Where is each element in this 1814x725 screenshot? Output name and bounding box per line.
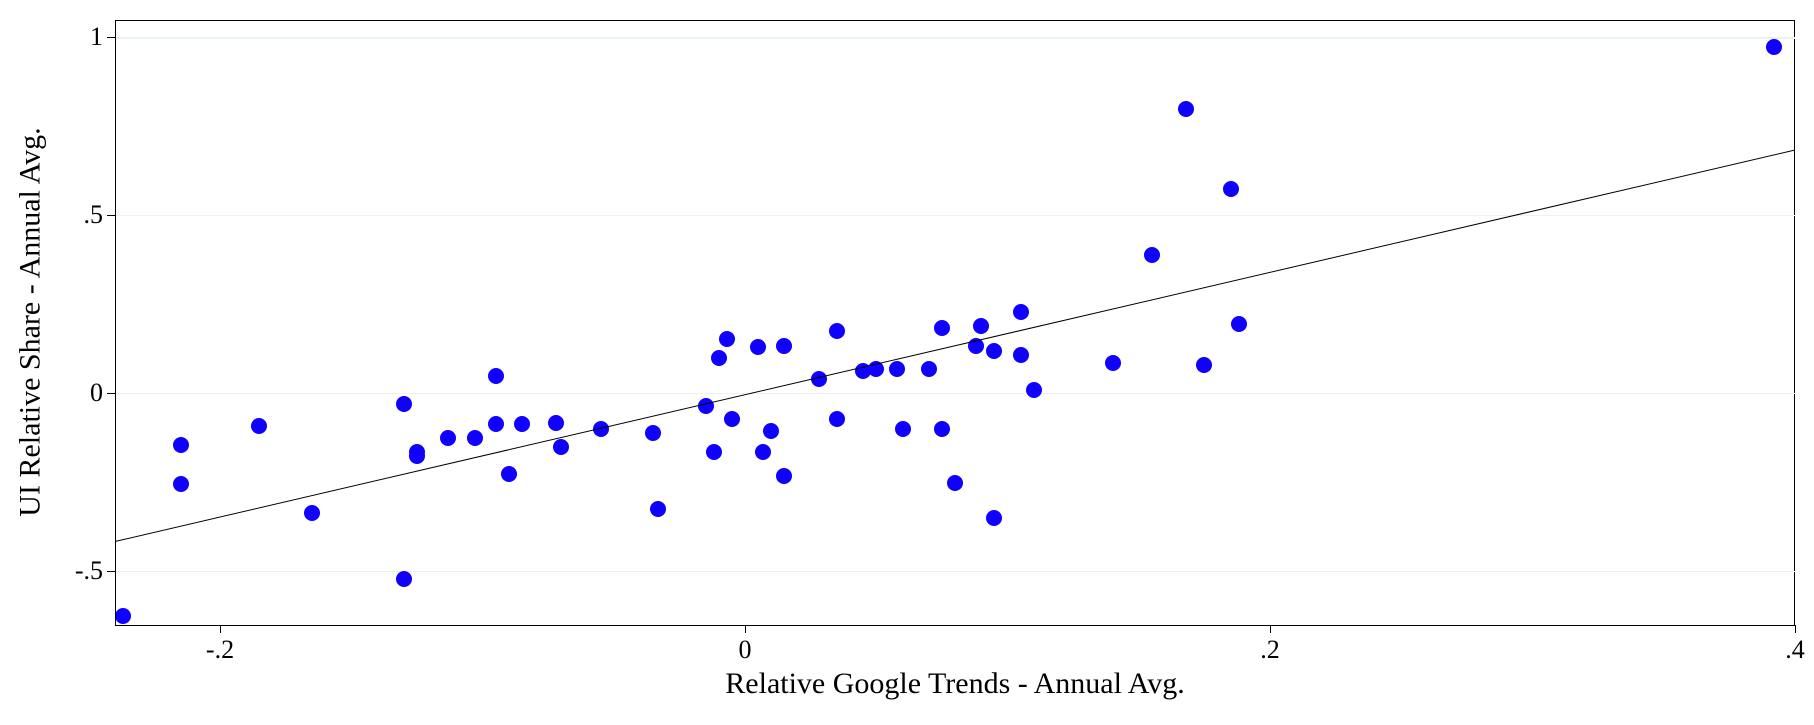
data-point: [986, 343, 1002, 359]
data-point: [514, 416, 530, 432]
y-tick: [107, 571, 115, 572]
plot-area: [115, 20, 1795, 625]
scatter-chart: -.2 0 .2 .4 -.5 0 .5 1 Relative Google Trends - …: [0, 0, 1814, 725]
y-tick-label: -.5: [75, 556, 103, 586]
data-point: [811, 371, 827, 387]
data-point: [763, 423, 779, 439]
data-point: [973, 318, 989, 334]
data-point: [986, 510, 1002, 526]
data-point: [1178, 101, 1194, 117]
data-point: [934, 421, 950, 437]
data-point: [548, 415, 564, 431]
data-point: [251, 418, 267, 434]
y-tick: [107, 393, 115, 394]
data-point: [895, 421, 911, 437]
y-axis-line: [115, 20, 116, 625]
x-tick: [745, 625, 746, 633]
data-point: [488, 416, 504, 432]
x-axis-line: [115, 625, 1795, 626]
data-point: [706, 444, 722, 460]
data-point: [115, 608, 131, 624]
data-point: [1223, 181, 1239, 197]
data-point: [1231, 316, 1247, 332]
data-point: [396, 571, 412, 587]
data-point: [501, 466, 517, 482]
data-point: [173, 476, 189, 492]
data-point: [724, 411, 740, 427]
data-point: [889, 361, 905, 377]
x-tick-label: .4: [1755, 635, 1814, 665]
y-tick: [107, 37, 115, 38]
y-tick-label: .5: [84, 200, 104, 230]
x-tick: [220, 625, 221, 633]
data-point: [304, 505, 320, 521]
x-tick-label: .2: [1230, 635, 1310, 665]
data-point: [921, 361, 937, 377]
data-point: [947, 475, 963, 491]
data-point: [829, 411, 845, 427]
data-point: [488, 368, 504, 384]
grid-line: [115, 393, 1795, 395]
data-point: [829, 323, 845, 339]
grid-line: [115, 215, 1795, 217]
data-point: [396, 396, 412, 412]
y-tick: [107, 215, 115, 216]
data-point: [776, 468, 792, 484]
x-axis-title: Relative Google Trends - Annual Avg.: [115, 667, 1795, 701]
data-point: [1013, 347, 1029, 363]
grid-line: [115, 37, 1795, 39]
data-point: [409, 448, 425, 464]
data-point: [1013, 304, 1029, 320]
data-point: [173, 437, 189, 453]
x-tick-label: 0: [705, 635, 785, 665]
y-tick-label: 0: [90, 378, 103, 408]
data-point: [755, 444, 771, 460]
data-point: [1144, 247, 1160, 263]
data-point: [719, 331, 735, 347]
data-point: [1026, 382, 1042, 398]
grid-line: [115, 571, 1795, 573]
data-point: [440, 430, 456, 446]
data-point: [1105, 355, 1121, 371]
data-point: [934, 320, 950, 336]
y-axis-title: UI Relative Share - Annual Avg.: [13, 19, 47, 624]
data-point: [1196, 357, 1212, 373]
data-point: [467, 430, 483, 446]
data-point: [750, 339, 766, 355]
x-tick: [1795, 625, 1796, 633]
data-point: [698, 398, 714, 414]
data-point: [645, 425, 661, 441]
data-point: [1766, 39, 1782, 55]
x-tick-label: -.2: [180, 635, 260, 665]
y-tick-label: 1: [90, 22, 103, 52]
data-point: [711, 350, 727, 366]
data-point: [776, 338, 792, 354]
data-point: [553, 439, 569, 455]
x-tick: [1270, 625, 1271, 633]
data-point: [650, 501, 666, 517]
